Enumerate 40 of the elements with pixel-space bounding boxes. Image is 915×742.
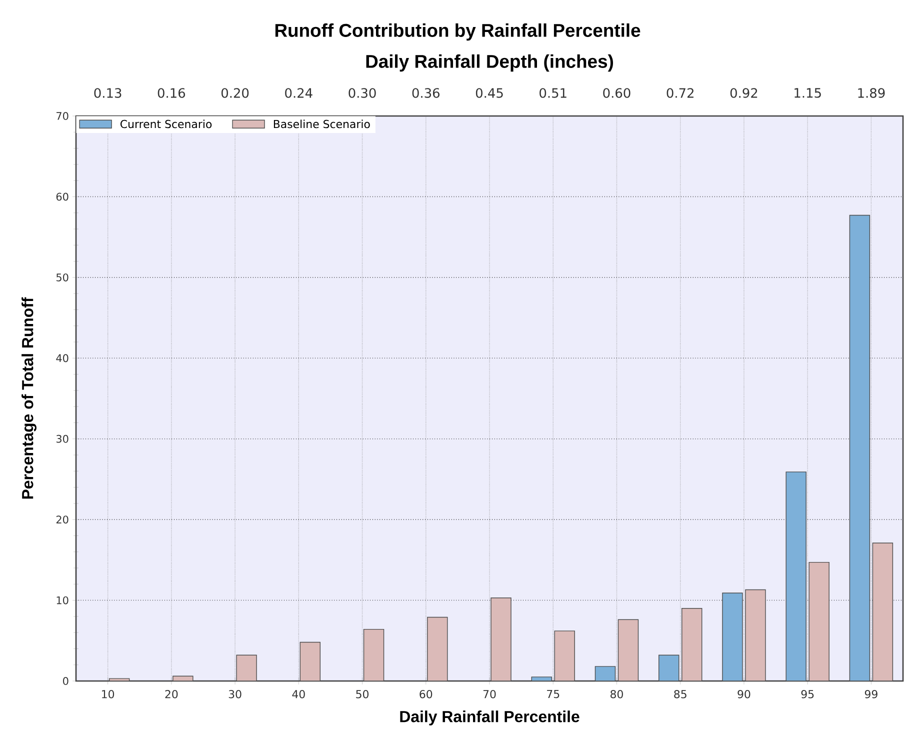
y-tick-label: 40 bbox=[56, 354, 68, 362]
x-tick-label: 99 bbox=[864, 690, 878, 698]
x-tick-label: 20 bbox=[165, 690, 178, 698]
text: 0.36 bbox=[412, 88, 440, 98]
text: 0.13 bbox=[94, 88, 122, 98]
y-tick-label: 10 bbox=[56, 596, 68, 604]
y-tick-label: 30 bbox=[56, 434, 68, 443]
text: 0.24 bbox=[285, 88, 312, 98]
y-tick-label: 0 bbox=[63, 677, 68, 685]
x-tick-label: 75 bbox=[547, 690, 560, 698]
x-tick-label: 80 bbox=[610, 690, 623, 698]
chart-subtitle: Daily Rainfall Depth (inches) bbox=[366, 54, 614, 72]
text: 0.16 bbox=[158, 88, 186, 98]
chart-title: Runoff Contribution by Rainfall Percentile bbox=[275, 23, 640, 41]
x-tick-label: 95 bbox=[801, 690, 814, 698]
y-tick-label: 60 bbox=[56, 192, 68, 201]
text: 0.20 bbox=[221, 88, 249, 98]
y-tick-label: 20 bbox=[56, 516, 68, 524]
text: 0.30 bbox=[348, 88, 376, 98]
text: 0.45 bbox=[476, 88, 503, 98]
text: 0.92 bbox=[730, 88, 758, 98]
text: 0.60 bbox=[603, 88, 630, 98]
y-axis-title: Percentage of Total Runoff bbox=[22, 297, 36, 499]
text: 1.89 bbox=[858, 88, 885, 98]
legend-label: Current Scenario bbox=[120, 120, 212, 128]
text: 0.72 bbox=[666, 88, 694, 98]
x-tick-label: 30 bbox=[228, 690, 242, 698]
x-tick-label: 60 bbox=[420, 690, 432, 698]
y-tick-label: 70 bbox=[56, 112, 68, 120]
x-tick-label: 70 bbox=[483, 690, 496, 698]
x-tick-label: 90 bbox=[738, 690, 750, 698]
x-tick-label: 50 bbox=[356, 690, 369, 698]
text: 1.15 bbox=[794, 88, 821, 98]
x-tick-label: 10 bbox=[102, 690, 114, 698]
x-axis-title: Daily Rainfall Percentile bbox=[400, 710, 580, 726]
x-tick-label: 85 bbox=[674, 690, 686, 698]
legend-label: Baseline Scenario bbox=[274, 120, 370, 128]
x-tick-label: 40 bbox=[292, 690, 305, 698]
y-tick-label: 50 bbox=[56, 273, 68, 282]
text: 0.51 bbox=[540, 88, 566, 98]
